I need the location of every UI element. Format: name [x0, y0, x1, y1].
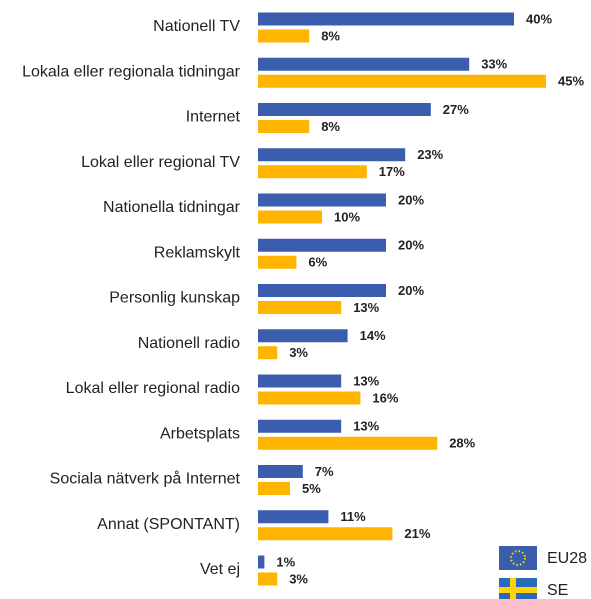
- bar: [258, 57, 470, 71]
- category-label: Nationell TV: [153, 18, 240, 35]
- category-label: Lokal eller regional radio: [66, 380, 240, 397]
- bar: [258, 148, 406, 162]
- value-label: 28%: [449, 436, 475, 451]
- value-label: 1%: [276, 554, 295, 569]
- value-label: 11%: [340, 509, 366, 524]
- category-label: Sociala nätverk på Internet: [50, 470, 241, 488]
- value-label: 21%: [404, 526, 430, 541]
- legend-label: SE: [547, 582, 568, 599]
- category-label: Lokala eller regionala tidningar: [22, 63, 241, 80]
- legend-label: EU28: [547, 550, 587, 567]
- bar: [258, 103, 431, 116]
- category-label: Internet: [186, 109, 241, 126]
- bar: [258, 555, 265, 569]
- value-label: 13%: [353, 373, 379, 388]
- bar: [258, 527, 393, 541]
- bar: [258, 165, 367, 179]
- bar: [258, 419, 342, 433]
- value-label: 17%: [379, 164, 405, 179]
- bar: [258, 436, 438, 450]
- flag-cross: [499, 587, 537, 593]
- bar: [258, 12, 514, 26]
- bar: [258, 301, 342, 314]
- value-label: 20%: [398, 238, 424, 253]
- category-label: Vet ej: [200, 561, 240, 578]
- value-label: 20%: [398, 283, 424, 298]
- bar: [258, 193, 386, 207]
- bar: [258, 238, 386, 252]
- bar: [258, 284, 386, 297]
- bar: [258, 374, 342, 388]
- bar: [258, 391, 361, 405]
- value-label: 27%: [443, 102, 469, 117]
- bar: [258, 482, 290, 495]
- value-label: 5%: [302, 481, 321, 496]
- value-label: 13%: [353, 300, 379, 315]
- value-label: 23%: [417, 147, 443, 162]
- legend-swatch: [499, 546, 537, 570]
- value-label: 6%: [308, 255, 327, 270]
- category-label: Annat (SPONTANT): [97, 516, 240, 533]
- category-label: Lokal eller regional TV: [81, 154, 240, 171]
- bar: [258, 510, 329, 524]
- eu-flag: [499, 546, 537, 570]
- value-label: 33%: [481, 57, 507, 72]
- bar: [258, 572, 278, 586]
- bar: [258, 465, 303, 478]
- value-label: 13%: [353, 419, 379, 434]
- bar: [258, 120, 310, 133]
- bar: [258, 29, 310, 43]
- value-label: 40%: [526, 11, 552, 26]
- value-label: 3%: [289, 345, 308, 360]
- bar: [258, 346, 278, 360]
- value-label: 8%: [321, 28, 340, 43]
- category-label: Nationella tidningar: [103, 199, 241, 216]
- legend: EU28 SE: [499, 546, 587, 599]
- bar: [258, 329, 348, 343]
- value-label: 8%: [321, 119, 340, 134]
- bar: [258, 210, 322, 224]
- value-label: 7%: [315, 464, 334, 479]
- value-label: 10%: [334, 209, 360, 224]
- flag-stars: [510, 550, 526, 566]
- category-label: Personlig kunskap: [109, 290, 240, 307]
- category-label: Reklamskylt: [154, 244, 241, 261]
- value-label: 20%: [398, 192, 424, 207]
- bar: [258, 255, 297, 269]
- category-label: Nationell radio: [138, 335, 240, 352]
- value-label: 16%: [372, 390, 398, 405]
- value-label: 14%: [360, 328, 386, 343]
- category-label: Arbetsplats: [160, 425, 240, 442]
- value-label: 45%: [558, 74, 584, 89]
- bar: [258, 74, 546, 88]
- se-flag: [499, 578, 537, 599]
- value-label: 3%: [289, 571, 308, 586]
